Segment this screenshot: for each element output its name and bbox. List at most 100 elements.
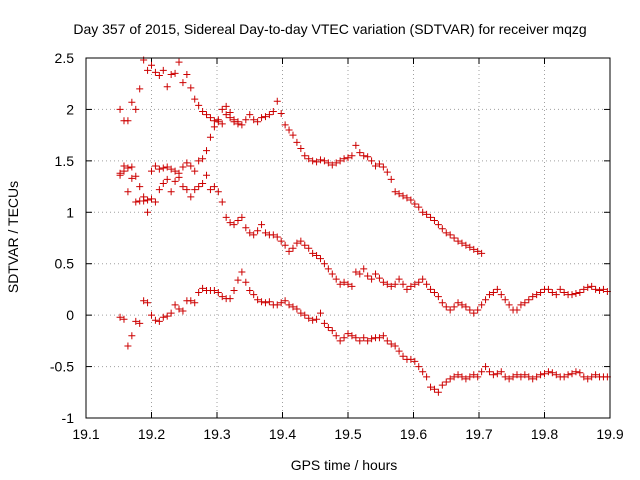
data-point (474, 247, 482, 255)
data-point (348, 282, 356, 290)
data-point (584, 375, 592, 383)
data-point (489, 289, 497, 297)
data-point (218, 105, 226, 113)
data-point (155, 186, 163, 194)
data-point (529, 293, 537, 301)
data-point (218, 120, 226, 128)
data-point (124, 342, 132, 350)
data-point (399, 352, 407, 360)
data-point (360, 334, 368, 342)
data-point (423, 210, 431, 218)
data-point (356, 270, 364, 278)
data-point (387, 175, 395, 183)
data-point (171, 167, 179, 175)
data-point (144, 66, 152, 74)
data-point (320, 260, 328, 268)
data-point (120, 162, 128, 170)
data-point (533, 373, 541, 381)
data-point (485, 291, 493, 299)
data-point (372, 162, 380, 170)
data-point (368, 275, 376, 283)
data-point (163, 175, 171, 183)
x-tick-label: 19.7 (465, 426, 492, 442)
data-point (195, 289, 203, 297)
data-point (285, 126, 293, 134)
x-axis-label: GPS time / hours (291, 457, 398, 473)
data-point (375, 274, 383, 282)
data-point (344, 154, 352, 162)
data-point (175, 58, 183, 66)
data-point (250, 116, 258, 124)
series-satellite-b (116, 97, 486, 257)
data-point (450, 234, 458, 242)
data-point (144, 196, 152, 204)
data-point (434, 293, 442, 301)
data-points (116, 56, 611, 396)
data-point (309, 316, 317, 324)
data-point (544, 285, 552, 293)
data-point (214, 188, 222, 196)
data-point (525, 296, 533, 304)
data-point (568, 291, 576, 299)
data-point (238, 213, 246, 221)
data-point (375, 160, 383, 168)
data-point (258, 221, 266, 229)
data-point (226, 219, 234, 227)
data-point (548, 369, 556, 377)
data-point (572, 290, 580, 298)
data-point (427, 213, 435, 221)
data-point (128, 98, 136, 106)
data-point (407, 282, 415, 290)
data-point (159, 66, 167, 74)
data-point (151, 316, 159, 324)
data-point (442, 229, 450, 237)
data-point (525, 373, 533, 381)
data-point (285, 247, 293, 255)
data-point (482, 363, 490, 371)
data-point (265, 298, 273, 306)
data-point (332, 159, 340, 167)
series-satellite-a (116, 56, 242, 128)
data-point (313, 315, 321, 323)
data-point (442, 378, 450, 386)
data-point (116, 313, 124, 321)
data-point (171, 301, 179, 309)
data-point (258, 298, 266, 306)
data-point (226, 109, 234, 117)
data-point (533, 291, 541, 299)
data-point (155, 317, 163, 325)
data-point (289, 131, 297, 139)
data-point (541, 370, 548, 378)
data-point (493, 285, 501, 293)
data-point (277, 110, 285, 118)
data-point (450, 373, 458, 381)
data-point (454, 371, 462, 379)
data-point (187, 162, 195, 170)
chart-title: Day 357 of 2015, Sidereal Day-to-day VTE… (73, 21, 586, 37)
data-point (411, 357, 419, 365)
grid-lines (86, 58, 610, 418)
data-point (387, 340, 395, 348)
data-point (226, 295, 234, 303)
data-point (293, 239, 301, 247)
data-point (395, 190, 403, 198)
data-point (222, 213, 230, 221)
data-point (230, 118, 238, 126)
data-point (289, 303, 297, 311)
data-point (124, 117, 132, 125)
data-point (116, 171, 124, 179)
data-point (222, 102, 230, 110)
data-point (446, 375, 454, 383)
data-point (148, 61, 155, 69)
data-point (336, 280, 344, 288)
data-point (485, 368, 493, 376)
data-point (179, 183, 187, 191)
data-point (140, 197, 148, 205)
data-point (234, 120, 242, 128)
data-point (167, 165, 175, 173)
data-point (505, 375, 513, 383)
data-point (191, 167, 199, 175)
data-point (230, 221, 238, 229)
data-point (246, 229, 254, 237)
data-point (163, 312, 171, 320)
